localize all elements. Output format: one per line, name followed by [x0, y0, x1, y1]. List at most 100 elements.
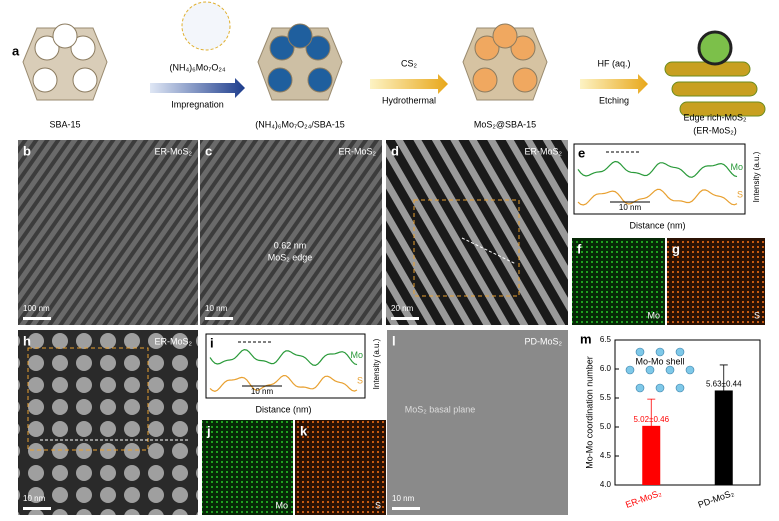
plot-frame [614, 339, 761, 486]
pore [72, 67, 98, 93]
reagent-label: CS₂ [401, 58, 418, 68]
scale-label: 10 nm [619, 203, 642, 212]
magnifier [697, 30, 733, 66]
series-label: Mo [350, 350, 363, 360]
annotation: MoS₂ edge [268, 252, 313, 262]
y-tick-label: 4.0 [600, 480, 612, 489]
pore [70, 35, 96, 61]
sample-tag: ER-MoS₂ [525, 146, 563, 156]
atom [655, 347, 665, 357]
x-tick-label: PD-MoS₂ [697, 488, 736, 510]
rod [664, 61, 751, 77]
series-label: S [737, 189, 743, 199]
y-axis-label: Intensity (a.u.) [372, 338, 381, 389]
error-bar [719, 364, 728, 417]
atom [665, 365, 675, 375]
scale-label: 10 nm [23, 494, 46, 503]
pore [512, 67, 538, 93]
scale-bar [205, 317, 233, 320]
material-schematic [257, 23, 343, 101]
element-map [667, 238, 765, 325]
profile-curve [209, 374, 358, 392]
sample-tag: PD-MoS₂ [525, 336, 563, 346]
micrograph [386, 140, 568, 325]
panel-label: b [23, 143, 31, 158]
atom [675, 347, 685, 357]
atom [635, 347, 645, 357]
y-tick-label: 5.5 [600, 393, 612, 402]
micrograph [18, 330, 198, 515]
material-label: (ER-MoS₂) [693, 125, 737, 135]
material-label: MoS₂@SBA-15 [474, 119, 536, 129]
roi-box [413, 199, 520, 297]
panel-label: j [206, 423, 211, 438]
process-label: Hydrothermal [382, 95, 436, 105]
pore [34, 35, 60, 61]
element-map [202, 420, 293, 515]
y-tick-label: 6.0 [600, 364, 612, 373]
scale-label: 10 nm [205, 304, 228, 313]
value-label: 5.02±0.46 [633, 415, 669, 424]
pore [305, 35, 331, 61]
profile-curve [577, 160, 738, 178]
value-label: 5.63±0.44 [706, 380, 742, 389]
element-map [572, 238, 665, 325]
x-axis-label: Distance (nm) [629, 220, 685, 230]
y-tick-label: 4.5 [600, 451, 612, 460]
panel-label: i [210, 335, 214, 350]
micrograph [387, 330, 568, 515]
element-map [295, 420, 386, 515]
y-tick-label: 5.0 [600, 422, 612, 431]
panel-label: h [23, 333, 31, 348]
material-label: SBA-15 [49, 119, 80, 129]
micrograph [200, 140, 382, 325]
series-label: Mo [730, 162, 743, 172]
pore [52, 23, 78, 49]
pore [492, 23, 518, 49]
y-tick-label: 6.5 [600, 335, 612, 344]
atom [685, 365, 695, 375]
annotation: 0.62 nm [274, 240, 307, 250]
inset-label: Mo-Mo shell [635, 356, 684, 366]
scale-label: 20 nm [391, 304, 414, 313]
bar [642, 425, 661, 485]
pore [287, 23, 313, 49]
scale-label: 100 nm [23, 304, 50, 313]
process-arrow [150, 78, 245, 98]
element-label: S [375, 500, 381, 510]
reagent-label: HF (aq.) [597, 58, 630, 68]
scale-bar [23, 317, 51, 320]
atom [655, 383, 665, 393]
y-axis-label: Mo-Mo coordination number [584, 356, 594, 469]
material-schematic [22, 23, 108, 101]
bar [714, 390, 733, 485]
rod [679, 101, 766, 117]
profile-frame [205, 333, 366, 399]
atom [635, 383, 645, 393]
x-axis-label: Distance (nm) [255, 404, 311, 414]
panel-label: c [205, 143, 212, 158]
panel-label: e [578, 145, 585, 160]
pore [307, 67, 333, 93]
x-tick-label: ER-MoS₂ [624, 488, 663, 510]
profile-curve [209, 348, 358, 367]
rod [671, 81, 758, 97]
pore [269, 35, 295, 61]
process-label: Etching [599, 95, 629, 105]
pore [267, 67, 293, 93]
panel-label: m [580, 331, 592, 346]
panel-label: f [577, 241, 582, 256]
atom [625, 365, 635, 375]
series-label: S [357, 376, 363, 386]
material-label: (NH₄)₆Mo₇O₂₄/SBA-15 [255, 119, 345, 129]
process-arrow [370, 74, 448, 94]
panel-label: l [392, 333, 396, 348]
panel-label: k [300, 423, 308, 438]
panel-label: d [391, 143, 399, 158]
scale-label: 10 nm [251, 387, 274, 396]
pore [474, 35, 500, 61]
scale-bar [391, 317, 419, 320]
element-label: S [754, 310, 760, 320]
reagent-label: (NH₄)₆Mo₇O₂₄ [169, 62, 225, 72]
